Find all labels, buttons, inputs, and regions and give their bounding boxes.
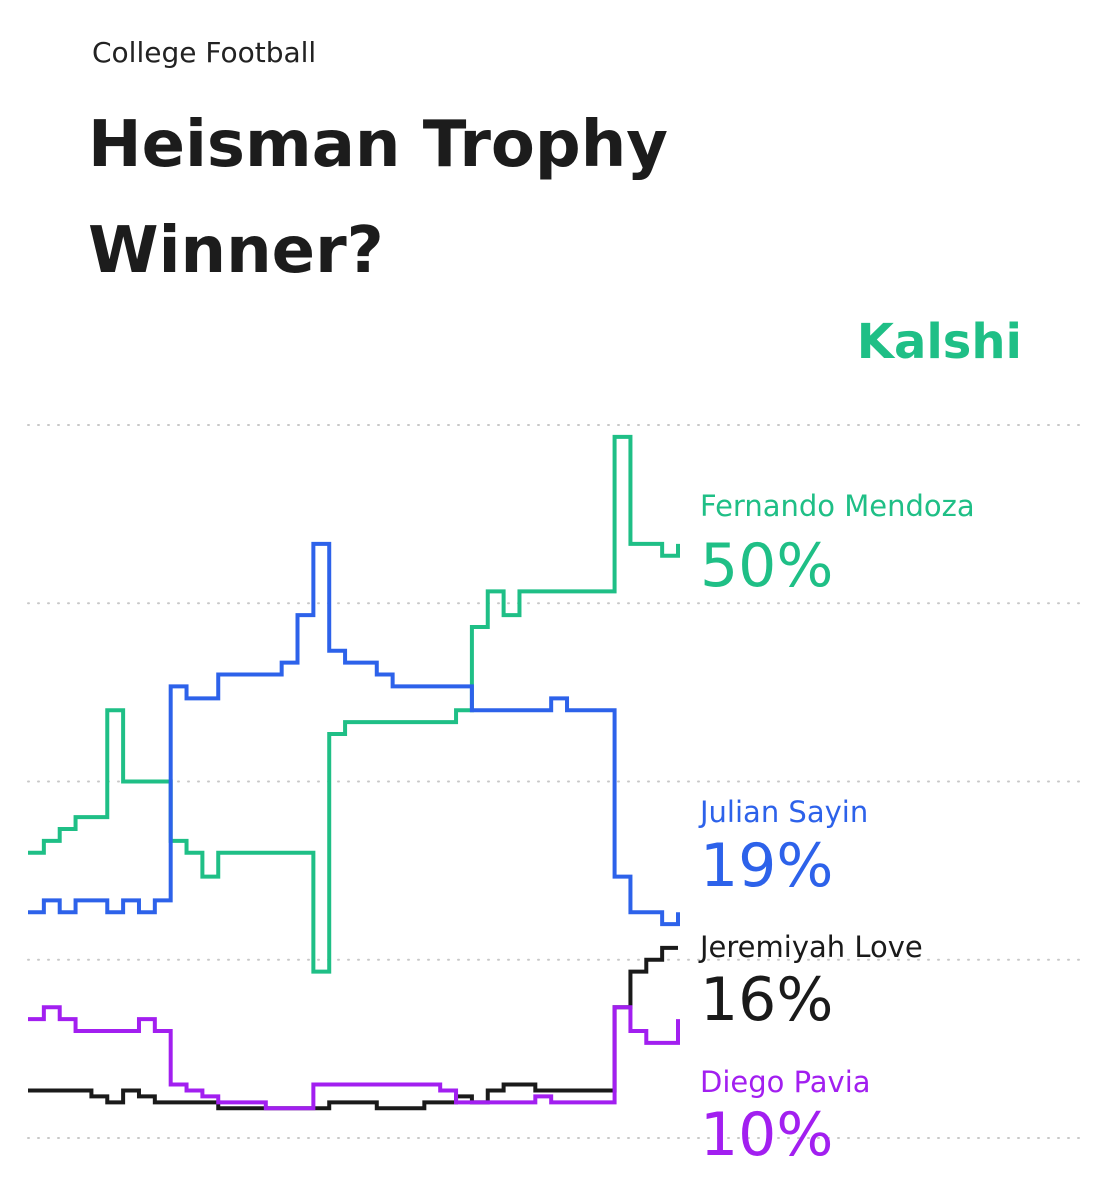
title-box: Heisman Trophy Winner? <box>88 108 668 288</box>
value-label: 16% <box>700 965 833 1035</box>
legend-label: Fernando Mendoza <box>700 489 975 523</box>
value-label: 10% <box>700 1100 833 1170</box>
category: College Football <box>92 36 316 69</box>
series-line <box>28 434 680 974</box>
chart-title: Heisman Trophy Winner? <box>88 108 668 288</box>
series-line <box>28 541 680 927</box>
legend-label: Diego Pavia <box>700 1065 871 1099</box>
series-line <box>28 945 678 1111</box>
brand: Kalshi <box>857 314 1022 370</box>
series-line <box>28 1005 680 1111</box>
legend-label: Jeremiyah Love <box>698 930 923 964</box>
value-label: 19% <box>700 831 833 901</box>
value-label: 50% <box>700 531 833 601</box>
legend-label: Julian Sayin <box>698 795 868 829</box>
